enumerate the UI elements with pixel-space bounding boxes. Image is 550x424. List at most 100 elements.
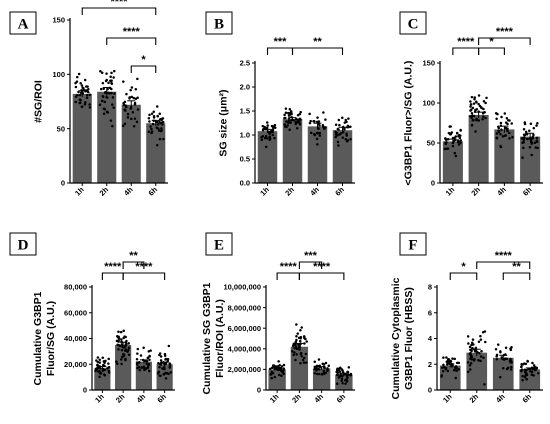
- data-point: [336, 367, 339, 371]
- data-point: [507, 131, 511, 135]
- significance-bracket: [266, 47, 294, 55]
- data-point: [479, 105, 483, 109]
- data-point: [270, 376, 273, 380]
- data-point: [84, 101, 87, 104]
- data-point: [261, 124, 265, 128]
- significance-bracket: [106, 37, 157, 45]
- data-point: [294, 120, 298, 124]
- data-point: [117, 340, 120, 343]
- data-point: [147, 362, 151, 366]
- data-point: [533, 141, 537, 145]
- data-point: [102, 112, 106, 116]
- data-point: [466, 335, 470, 338]
- data-point: [505, 367, 509, 371]
- data-point: [506, 129, 509, 133]
- data-point: [271, 133, 275, 137]
- panel-e: E 0 2,000,000 4,000,000 6,000,000 8,000,000 10…: [201, 232, 355, 405]
- data-point: [160, 127, 163, 130]
- data-point: [472, 102, 476, 105]
- data-point: [471, 338, 475, 341]
- data-point: [495, 136, 499, 139]
- y-tick-label: 50: [57, 124, 65, 133]
- data-point: [136, 108, 140, 111]
- data-point: [74, 95, 78, 99]
- data-point: [469, 100, 472, 103]
- data-point: [499, 350, 502, 353]
- x-tick-label: 4h: [135, 392, 148, 405]
- data-point: [334, 123, 338, 127]
- data-point: [85, 96, 89, 99]
- data-point: [78, 98, 82, 101]
- data-point: [320, 372, 324, 376]
- data-point: [526, 360, 529, 363]
- data-point: [296, 332, 299, 335]
- data-point: [317, 358, 321, 361]
- data-point: [158, 137, 162, 141]
- data-point: [499, 375, 502, 379]
- data-point: [457, 367, 460, 371]
- data-point: [451, 136, 455, 140]
- data-point: [145, 362, 148, 365]
- data-point: [152, 110, 156, 113]
- data-point: [485, 96, 488, 100]
- panel-letter-box: [399, 11, 427, 35]
- data-point: [532, 364, 536, 367]
- data-point: [98, 375, 101, 379]
- data-point: [534, 146, 537, 149]
- data-point: [525, 377, 528, 381]
- data-point: [326, 368, 329, 371]
- data-point: [111, 96, 115, 99]
- data-point: [101, 81, 105, 85]
- data-point: [124, 109, 127, 112]
- data-point: [484, 340, 487, 344]
- x-tick-label: 6h: [521, 392, 534, 405]
- data-point: [335, 382, 339, 385]
- data-point: [479, 359, 482, 363]
- data-point: [495, 117, 498, 121]
- data-point: [157, 361, 160, 365]
- data-point: [504, 126, 508, 130]
- data-point: [445, 141, 448, 144]
- data-point: [106, 111, 110, 114]
- data-point: [455, 369, 458, 372]
- data-point: [158, 112, 161, 116]
- data-point: [146, 356, 150, 360]
- data-point: [295, 323, 298, 326]
- data-point: [274, 126, 277, 130]
- data-point: [264, 145, 268, 149]
- data-point: [345, 132, 348, 135]
- y-tick-label: 100: [52, 70, 65, 79]
- y-tick-label: 2,000,000: [228, 365, 261, 374]
- y-tick-label: 0.0: [240, 179, 250, 188]
- data-point: [530, 153, 533, 157]
- data-point: [127, 353, 131, 356]
- y-axis-title: Cumulative G3BP1Fluor/SG (A.U.): [32, 291, 57, 385]
- data-point: [457, 134, 460, 138]
- data-point: [132, 96, 136, 100]
- data-point: [324, 361, 328, 365]
- data-point: [475, 101, 478, 104]
- data-point: [322, 369, 326, 373]
- significance-bracket: [449, 272, 478, 280]
- data-point: [120, 358, 123, 361]
- bar: [494, 129, 515, 183]
- panel-letter-box: [9, 232, 37, 256]
- y-tick-label: 0: [431, 179, 435, 188]
- data-point: [288, 113, 292, 116]
- y-tick-label: 0: [83, 386, 87, 395]
- data-point: [299, 328, 302, 332]
- y-tick-label: 8: [428, 283, 432, 292]
- data-point: [469, 368, 472, 371]
- significance-label: **: [313, 36, 322, 48]
- data-point: [150, 127, 153, 131]
- data-point: [283, 113, 286, 117]
- data-point: [470, 95, 474, 99]
- data-point: [286, 111, 290, 115]
- y-axis-title: Cumulative SG G3BP1Fluor/ROI (A.U.): [201, 282, 226, 394]
- y-tick-label: 4: [428, 334, 433, 343]
- data-point: [112, 106, 115, 109]
- data-point: [124, 335, 127, 339]
- data-point: [88, 93, 92, 96]
- bar: [439, 365, 461, 390]
